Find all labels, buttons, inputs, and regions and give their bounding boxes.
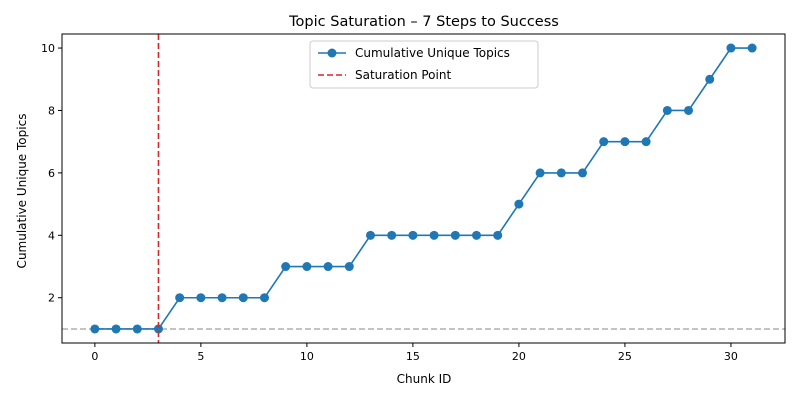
x-tick-label: 10 bbox=[300, 350, 314, 363]
x-tick-label: 0 bbox=[91, 350, 98, 363]
data-point bbox=[281, 262, 291, 272]
data-point bbox=[387, 230, 397, 240]
data-point bbox=[514, 199, 524, 209]
y-tick-label: 10 bbox=[41, 42, 55, 55]
data-point bbox=[641, 137, 651, 147]
data-point bbox=[175, 293, 185, 303]
data-point bbox=[535, 168, 545, 178]
data-point bbox=[599, 137, 609, 147]
data-point bbox=[429, 230, 439, 240]
data-point bbox=[238, 293, 248, 303]
chart-title: Topic Saturation – 7 Steps to Success bbox=[288, 14, 559, 30]
data-point bbox=[111, 324, 121, 334]
y-axis-label: Cumulative Unique Topics bbox=[15, 114, 29, 269]
data-point bbox=[344, 262, 354, 272]
data-point bbox=[662, 105, 672, 115]
legend-saturation-label: Saturation Point bbox=[355, 68, 451, 82]
x-tick-label: 15 bbox=[406, 350, 420, 363]
data-point bbox=[365, 230, 375, 240]
data-point bbox=[578, 168, 588, 178]
data-point bbox=[472, 230, 482, 240]
data-point bbox=[132, 324, 142, 334]
data-point bbox=[196, 293, 206, 303]
legend: Cumulative Unique Topics Saturation Point bbox=[309, 40, 539, 89]
x-tick-label: 30 bbox=[724, 350, 738, 363]
data-point bbox=[259, 293, 269, 303]
x-axis-label: Chunk ID bbox=[397, 372, 452, 386]
data-point bbox=[493, 230, 503, 240]
data-point bbox=[620, 137, 630, 147]
data-point bbox=[684, 105, 694, 115]
data-point bbox=[153, 324, 163, 334]
plot-area: 0 5 10 15 20 25 30 2 4 6 8 10 bbox=[41, 33, 786, 363]
data-point bbox=[726, 43, 736, 53]
data-point bbox=[90, 324, 100, 334]
legend-series-label: Cumulative Unique Topics bbox=[355, 46, 510, 60]
plot-frame bbox=[61, 33, 786, 344]
y-tick-label: 6 bbox=[48, 167, 55, 180]
y-tick-label: 4 bbox=[48, 229, 55, 242]
data-point bbox=[323, 262, 333, 272]
data-point bbox=[217, 293, 227, 303]
data-point bbox=[705, 74, 715, 84]
y-tick-label: 8 bbox=[48, 104, 55, 117]
data-point bbox=[450, 230, 460, 240]
data-point bbox=[556, 168, 566, 178]
x-tick-label: 5 bbox=[197, 350, 204, 363]
data-point bbox=[302, 262, 312, 272]
legend-series-marker-swatch bbox=[327, 48, 337, 58]
data-point bbox=[747, 43, 757, 53]
y-tick-label: 2 bbox=[48, 292, 55, 305]
data-point bbox=[408, 230, 418, 240]
legend-box bbox=[309, 40, 539, 89]
x-tick-label: 25 bbox=[618, 350, 632, 363]
x-tick-label: 20 bbox=[512, 350, 526, 363]
